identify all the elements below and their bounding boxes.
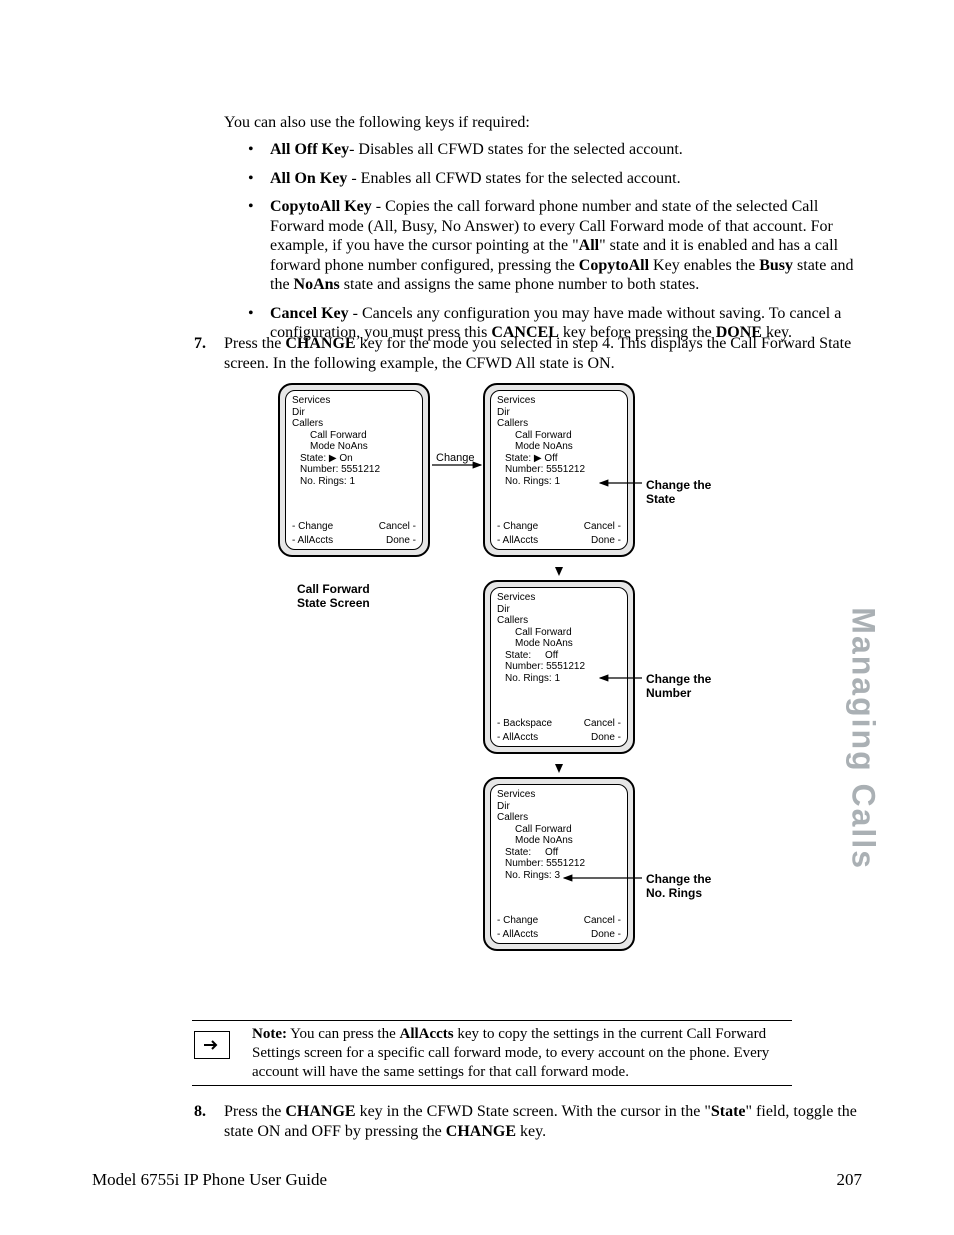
note-text: Note: You can press the AllAccts key to … (252, 1025, 792, 1081)
page: You can also use the following keys if r… (0, 0, 954, 1235)
note-arrow-icon (194, 1031, 230, 1059)
step-8-text: Press the CHANGE key in the CFWD State s… (224, 1102, 864, 1141)
step-8-number: 8. (194, 1102, 224, 1122)
footer-title: Model 6755i IP Phone User Guide (92, 1170, 327, 1190)
label-change-number: Change the Number (646, 672, 711, 701)
label-change-state: Change the State (646, 478, 711, 507)
step-8: 8. Press the CHANGE key in the CFWD Stat… (194, 1102, 864, 1141)
connectors (0, 0, 954, 1000)
label-change-rings: Change the No. Rings (646, 872, 711, 901)
section-tab: Managing Calls (845, 607, 882, 870)
label-cf-state-screen: Call Forward State Screen (297, 582, 370, 611)
footer-page-number: 207 (837, 1170, 863, 1190)
label-change: Change (436, 452, 475, 465)
note-block: Note: You can press the AllAccts key to … (192, 1020, 792, 1086)
